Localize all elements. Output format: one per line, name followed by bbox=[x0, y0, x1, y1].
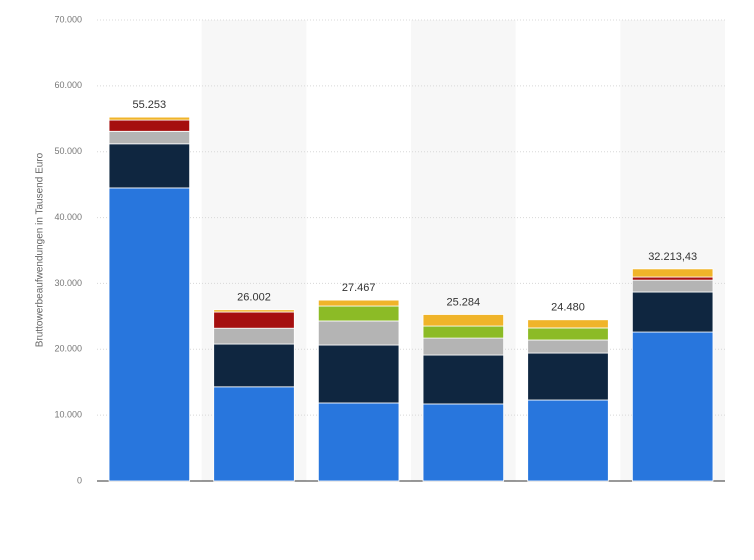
bar-segment bbox=[422, 337, 505, 356]
bar-segment bbox=[317, 320, 400, 346]
bar-segment bbox=[422, 354, 505, 405]
bar-segment bbox=[213, 309, 295, 313]
bar-segment bbox=[527, 352, 609, 401]
bar-segment bbox=[631, 291, 714, 333]
bar-segment bbox=[631, 276, 714, 281]
y-tick-label: 70.000 bbox=[54, 14, 82, 24]
y-tick-label: 50.000 bbox=[54, 146, 82, 156]
bar-segment bbox=[631, 279, 714, 293]
bar-segment bbox=[631, 268, 714, 278]
total-label: 27.467 bbox=[342, 282, 376, 294]
y-axis-label: Bruttowerbeaufwendungen in Tausend Euro bbox=[35, 152, 46, 347]
total-label: 55.253 bbox=[133, 99, 167, 111]
bar-segment bbox=[108, 119, 191, 132]
bar-segment bbox=[317, 402, 400, 482]
bar-segment bbox=[108, 187, 191, 482]
total-label: 26.002 bbox=[237, 292, 271, 304]
bar-segment bbox=[213, 311, 295, 329]
bar-segment bbox=[213, 386, 295, 482]
bar-segment bbox=[527, 327, 609, 341]
total-label: 24.480 bbox=[551, 302, 585, 314]
y-tick-label: 40.000 bbox=[54, 212, 82, 222]
y-tick-label: 10.000 bbox=[54, 410, 82, 420]
bar-segment bbox=[317, 344, 400, 404]
bar-segment bbox=[108, 130, 191, 145]
total-label: 25.284 bbox=[447, 296, 481, 308]
bar-segment bbox=[527, 399, 609, 482]
bar-segment bbox=[317, 305, 400, 322]
bar-segment bbox=[422, 314, 505, 327]
bar-segment bbox=[317, 299, 400, 307]
bar-segment bbox=[213, 327, 295, 345]
bar-segment bbox=[631, 331, 714, 482]
y-tick-label: 30.000 bbox=[54, 278, 82, 288]
bar-segment bbox=[527, 339, 609, 354]
y-tick-label: 60.000 bbox=[54, 80, 82, 90]
total-label: 32.213,43 bbox=[648, 251, 697, 263]
bar-segment bbox=[422, 325, 505, 339]
bar-segment bbox=[422, 403, 505, 482]
bar-segment bbox=[213, 343, 295, 388]
bar-segment bbox=[108, 116, 191, 121]
y-tick-label: 0 bbox=[77, 475, 82, 485]
bar-segment bbox=[527, 319, 609, 329]
bar-segment bbox=[108, 143, 191, 189]
y-tick-label: 20.000 bbox=[54, 344, 82, 354]
